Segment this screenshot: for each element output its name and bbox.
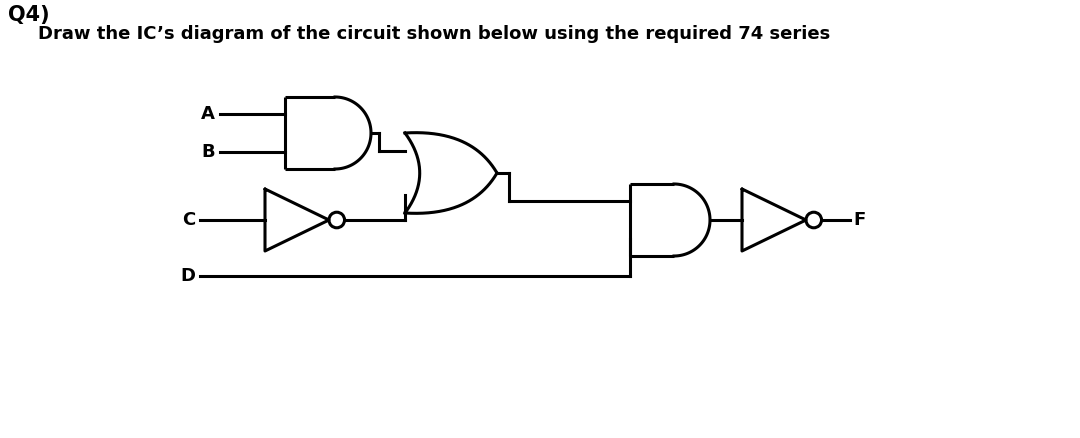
Text: D: D [180, 267, 195, 285]
Text: B: B [201, 143, 215, 162]
Text: C: C [181, 211, 195, 229]
Text: A: A [201, 105, 215, 123]
Text: F: F [853, 211, 866, 229]
Text: Draw the IC’s diagram of the circuit shown below using the required 74 series: Draw the IC’s diagram of the circuit sho… [38, 25, 831, 43]
Text: Q4): Q4) [8, 5, 50, 25]
